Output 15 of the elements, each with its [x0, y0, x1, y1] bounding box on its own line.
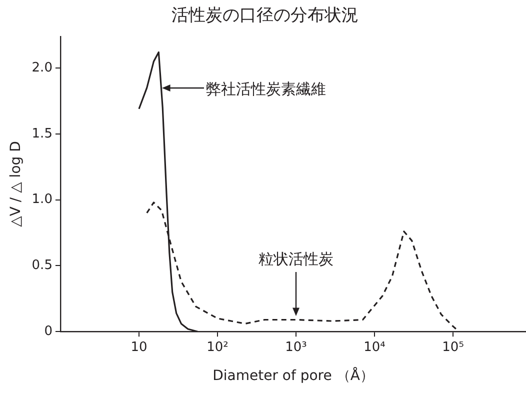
y-tick-label: 2.0: [32, 60, 52, 76]
annotation: 弊社活性炭素繊維: [206, 78, 326, 99]
x-tick-label: 10: [130, 340, 148, 355]
y-axis-title: △V / △ log D: [8, 141, 24, 227]
x-tick-label: 10²: [206, 340, 228, 355]
x-tick-label: 10⁴: [364, 340, 386, 355]
y-tick-label: 1.5: [32, 126, 52, 142]
y-tick-label: 1.0: [32, 192, 52, 208]
chart-title: 活性炭の口径の分布状況: [172, 6, 358, 26]
x-tick-label: 10⁵: [442, 340, 464, 355]
x-axis-title: Diameter of pore （Å）: [212, 367, 374, 384]
x-tick-label: 10³: [285, 340, 307, 355]
y-tick-label: 0: [44, 324, 52, 339]
annotation: 粒状活性炭: [258, 248, 334, 269]
y-tick-label: 0.5: [32, 258, 52, 274]
